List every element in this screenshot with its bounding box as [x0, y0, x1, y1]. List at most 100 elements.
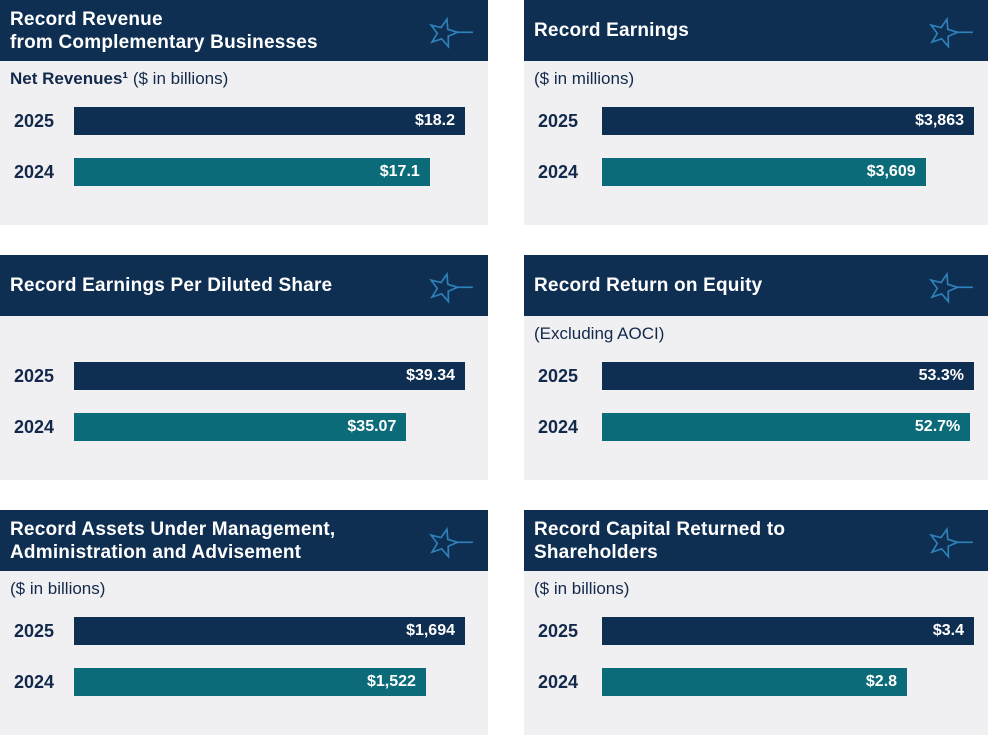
- bar-value-label: $1,522: [366, 673, 416, 690]
- year-label: 2024: [538, 161, 579, 182]
- bar-2025: 53.3%: [602, 362, 974, 390]
- year-label: 2024: [538, 416, 579, 437]
- year-label: 2024: [14, 416, 55, 437]
- panel-subtitle: ($ in billions): [524, 579, 988, 604]
- bar-2025: $3.4: [602, 617, 974, 645]
- subtitle-unit-label: ($ in billions): [128, 69, 229, 88]
- panel-title: Record Earnings Per Diluted Share: [10, 274, 332, 297]
- bar-2024: $3,609: [602, 158, 926, 186]
- subtitle-measure-label: Net Revenues¹: [10, 69, 129, 88]
- bar-value-label: $35.07: [347, 418, 397, 435]
- bar-track: 52.7%: [602, 413, 974, 441]
- bar-row-2025: 2025 $18.2: [0, 107, 488, 135]
- bar-value-label: $17.1: [379, 163, 420, 180]
- panel-subtitle: ($ in billions): [0, 579, 488, 604]
- panel-title-line: Record Assets Under Management,: [10, 518, 336, 540]
- panel-title-line: Administration and Advisement: [10, 541, 302, 563]
- bar-track: $17.1: [74, 158, 465, 186]
- panel-subtitle: Net Revenues¹ ($ in billions): [0, 69, 488, 94]
- year-label: 2025: [538, 110, 579, 131]
- star-with-tail-icon: [426, 11, 474, 50]
- bar-row-2024: 2024 $3,609: [524, 158, 988, 186]
- panel-record-eps: Record Earnings Per Diluted Share 2025 $…: [0, 255, 488, 480]
- panel-body: ($ in billions) 2025 $1,694 2024 $1,522: [0, 571, 488, 696]
- bar-2025: $1,694: [74, 617, 465, 645]
- star-with-tail-icon: [926, 11, 974, 50]
- panel-title-line: Record Capital Returned to: [534, 518, 786, 540]
- year-label: 2025: [538, 620, 579, 641]
- panel-body: Net Revenues¹ ($ in billions) 2025 $18.2…: [0, 61, 488, 186]
- star-with-tail-icon: [926, 521, 974, 560]
- bar-row-2025: 2025 $3.4: [524, 617, 988, 645]
- bar-value-label: $3,863: [915, 112, 964, 129]
- bar-value-label: $3,609: [866, 163, 916, 180]
- panel-header: Record Capital Returned to Shareholders: [524, 510, 988, 571]
- panel-record-earnings: Record Earnings ($ in millions) 2025 $3,…: [524, 0, 988, 225]
- subtitle-unit-label: ($ in millions): [534, 69, 635, 88]
- panel-title-line: Record Earnings Per Diluted Share: [10, 275, 333, 296]
- year-label: 2024: [14, 161, 55, 182]
- subtitle-unit-label: (Excluding AOCI): [534, 324, 665, 343]
- bar-track: $1,694: [74, 617, 465, 645]
- year-label: 2025: [14, 620, 55, 641]
- bar-value-label: 52.7%: [914, 418, 961, 435]
- bar-track: $35.07: [74, 413, 465, 441]
- panel-header: Record Earnings Per Diluted Share: [0, 255, 488, 316]
- bar-value-label: $1,694: [406, 622, 455, 639]
- panel-record-revenue: Record Revenue from Complementary Busine…: [0, 0, 488, 225]
- bar-value-label: 53.3%: [918, 367, 964, 384]
- bar-track: 53.3%: [602, 362, 974, 390]
- panel-record-aum: Record Assets Under Management, Administ…: [0, 510, 488, 735]
- bar-row-2025: 2025 53.3%: [524, 362, 988, 390]
- panel-title-line: Record Return on Equity: [534, 275, 763, 296]
- bar-track: $1,522: [74, 668, 465, 696]
- bar-2024: $1,522: [74, 668, 426, 696]
- year-label: 2025: [14, 110, 55, 131]
- panel-header: Record Return on Equity: [524, 255, 988, 316]
- bar-row-2024: 2024 $1,522: [0, 668, 488, 696]
- bar-row-2024: 2024 52.7%: [524, 413, 988, 441]
- year-label: 2025: [14, 365, 55, 386]
- bar-track: $3,863: [602, 107, 974, 135]
- panel-title: Record Capital Returned to Shareholders: [534, 518, 785, 564]
- subtitle-unit-label: ($ in billions): [10, 579, 106, 598]
- panel-header: Record Revenue from Complementary Busine…: [0, 0, 488, 61]
- panel-title: Record Revenue from Complementary Busine…: [10, 8, 318, 54]
- panel-record-roe: Record Return on Equity (Excluding AOCI)…: [524, 255, 988, 480]
- panel-title-line: from Complementary Businesses: [10, 31, 318, 53]
- bar-track: $18.2: [74, 107, 465, 135]
- bar-row-2024: 2024 $17.1: [0, 158, 488, 186]
- panel-title: Record Earnings: [534, 19, 689, 42]
- year-label: 2024: [14, 671, 55, 692]
- bar-2024: $2.8: [602, 668, 908, 696]
- bar-track: $2.8: [602, 668, 974, 696]
- panel-title-line: Shareholders: [534, 541, 658, 563]
- panel-title: Record Return on Equity: [534, 274, 762, 297]
- panel-subtitle: [0, 324, 488, 349]
- bar-value-label: $2.8: [865, 673, 898, 690]
- bar-2024: 52.7%: [602, 413, 971, 441]
- panel-body: ($ in billions) 2025 $3.4 2024 $2.8: [524, 571, 988, 696]
- year-label: 2025: [538, 365, 579, 386]
- star-with-tail-icon: [426, 266, 474, 305]
- panel-subtitle: (Excluding AOCI): [524, 324, 988, 349]
- panel-body: ($ in millions) 2025 $3,863 2024 $3,609: [524, 61, 988, 186]
- bar-value-label: $3.4: [932, 622, 964, 639]
- bar-2025: $18.2: [74, 107, 465, 135]
- panel-subtitle: ($ in millions): [524, 69, 988, 94]
- year-label: 2024: [538, 671, 579, 692]
- bar-2025: $39.34: [74, 362, 465, 390]
- panel-body: 2025 $39.34 2024 $35.07: [0, 316, 488, 441]
- panel-title-line: Record Earnings: [534, 20, 690, 41]
- bar-row-2025: 2025 $39.34: [0, 362, 488, 390]
- bar-row-2025: 2025 $3,863: [524, 107, 988, 135]
- panel-title-line: Record Revenue: [10, 8, 163, 30]
- bar-track: $3.4: [602, 617, 974, 645]
- panel-title: Record Assets Under Management, Administ…: [10, 518, 335, 564]
- bar-track: $39.34: [74, 362, 465, 390]
- star-with-tail-icon: [426, 521, 474, 560]
- bar-2024: $35.07: [74, 413, 407, 441]
- panel-body: (Excluding AOCI) 2025 53.3% 2024 52.7%: [524, 316, 988, 441]
- bar-row-2025: 2025 $1,694: [0, 617, 488, 645]
